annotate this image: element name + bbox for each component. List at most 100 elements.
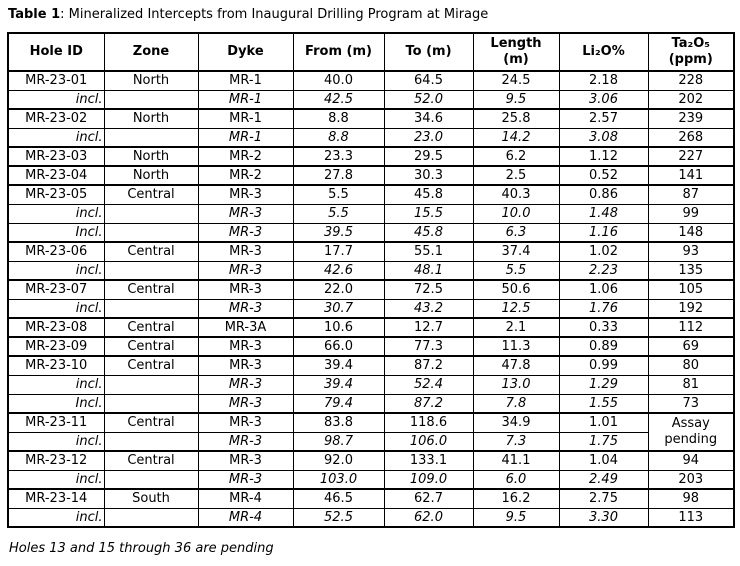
cell-zone: Central [103,336,199,357]
cell-length-m: 6.0 [472,469,560,490]
table-row: MR-23-08 Central MR-3A 10.6 12.7 2.1 0.33 112 [7,317,735,338]
cell-length-m: 10.0 [472,203,560,224]
cell-from-m: 39.4 [292,355,385,376]
table-row: MR-23-07 Central MR-3 22.0 72.5 50.6 1.06 105 [7,279,735,300]
cell-from-m: 42.5 [292,89,385,110]
cell-from-m: 8.8 [292,108,385,129]
table-row: MR-23-11 Central MR-3 83.8 118.6 34.9 1.01 Assa… [7,412,735,452]
table-row: incl. MR-3 103.0 109.0 6.0 2.49 203 [7,469,735,490]
cell-length-m: 6.3 [472,222,560,243]
cell-li2o-pct: 3.30 [558,507,649,528]
cell-length-m: 6.2 [472,146,560,167]
cell-hole-id: MR-23-11 [7,412,105,433]
table-row: MR-23-03 North MR-2 23.3 29.5 6.2 1.12 227 [7,146,735,167]
cell-zone: South [103,488,199,509]
cell-hole-id: MR-23-04 [7,165,105,186]
cell-from-m: 22.0 [292,279,385,300]
cell-zone [103,260,199,281]
cell-from-m: 5.5 [292,184,385,205]
cell-hole-id: incl. [7,431,105,452]
footnote: Holes 13 and 15 through 36 are pending [9,541,274,556]
cell-li2o-pct: 1.29 [558,374,649,395]
cell-dyke: MR-4 [197,507,294,528]
cell-length-m: 12.5 [472,298,560,319]
cell-length-m: 2.1 [472,317,560,338]
cell-to-m: 15.5 [383,203,474,224]
cell-zone: Central [103,412,199,433]
table-row: incl. MR-4 52.5 62.0 9.5 3.30 113 [7,507,735,528]
cell-to-m: 77.3 [383,336,474,357]
cell-dyke: MR-3 [197,374,294,395]
cell-from-m: 10.6 [292,317,385,338]
cell-length-m: 7.3 [472,431,560,452]
cell-dyke: MR-3 [197,298,294,319]
cell-ta2o5-ppm: 228 [647,70,735,91]
cell-li2o-pct: 0.89 [558,336,649,357]
cell-length-m: 47.8 [472,355,560,376]
table-row: MR-23-05 Central MR-3 5.5 45.8 40.3 0.86 87 [7,184,735,205]
cell-hole-id: incl. [7,374,105,395]
cell-from-m: 5.5 [292,203,385,224]
cell-li2o-pct: 0.99 [558,355,649,376]
cell-ta2o5-ppm: 141 [647,165,735,186]
cell-from-m: 52.5 [292,507,385,528]
cell-from-m: 66.0 [292,336,385,357]
cell-li2o-pct: 1.55 [558,393,649,414]
cell-length-m: 5.5 [472,260,560,281]
cell-ta2o5-ppm: 69 [647,336,735,357]
cell-to-m: 106.0 [383,431,474,452]
cell-li2o-pct: 1.48 [558,203,649,224]
cell-li2o-pct: 3.06 [558,89,649,110]
table-row: MR-23-02 North MR-1 8.8 34.6 25.8 2.57 239 [7,108,735,129]
cell-dyke: MR-3 [197,203,294,224]
cell-to-m: 23.0 [383,127,474,148]
cell-zone [103,127,199,148]
cell-zone: North [103,108,199,129]
cell-zone [103,469,199,490]
cell-hole-id: MR-23-14 [7,488,105,509]
cell-to-m: 48.1 [383,260,474,281]
cell-hole-id: Incl. [7,393,105,414]
cell-li2o-pct: 1.04 [558,450,649,471]
cell-ta2o5-ppm: 113 [647,507,735,528]
header-row: Hole ID Zone Dyke From (m) To (m) Length… [7,32,735,72]
table-row: MR-23-09 Central MR-3 66.0 77.3 11.3 0.89 69 [7,336,735,357]
cell-hole-id: MR-23-12 [7,450,105,471]
cell-from-m: 46.5 [292,488,385,509]
cell-dyke: MR-1 [197,70,294,91]
cell-dyke: MR-1 [197,108,294,129]
cell-length-m: 11.3 [472,336,560,357]
cell-hole-id: incl. [7,203,105,224]
cell-hole-id: Incl. [7,222,105,243]
cell-to-m: 62.7 [383,488,474,509]
table-row: incl. MR-3 30.7 43.2 12.5 1.76 192 [7,298,735,319]
cell-length-m: 25.8 [472,108,560,129]
table-row: MR-23-06 Central MR-3 17.7 55.1 37.4 1.02 93 [7,241,735,262]
cell-ta2o5-ppm: 192 [647,298,735,319]
cell-hole-id: incl. [7,127,105,148]
cell-dyke: MR-3 [197,260,294,281]
cell-to-m: 45.8 [383,222,474,243]
cell-zone [103,222,199,243]
cell-li2o-pct: 0.86 [558,184,649,205]
cell-ta2o5-ppm: 81 [647,374,735,395]
cell-zone: Central [103,317,199,338]
cell-from-m: 27.8 [292,165,385,186]
cell-to-m: 55.1 [383,241,474,262]
cell-zone: Central [103,450,199,471]
table-row: incl. MR-3 42.6 48.1 5.5 2.23 135 [7,260,735,281]
cell-zone [103,89,199,110]
cell-length-m: 14.2 [472,127,560,148]
cell-ta2o5-ppm: 203 [647,469,735,490]
cell-to-m: 72.5 [383,279,474,300]
cell-ta2o5-ppm: 202 [647,89,735,110]
table-header: Hole ID Zone Dyke From (m) To (m) Length… [7,32,735,72]
cell-ta2o5-ppm: 73 [647,393,735,414]
cell-li2o-pct: 2.18 [558,70,649,91]
cell-zone: Central [103,241,199,262]
cell-length-m: 50.6 [472,279,560,300]
cell-dyke: MR-3 [197,222,294,243]
cell-zone [103,431,199,452]
cell-to-m: 109.0 [383,469,474,490]
